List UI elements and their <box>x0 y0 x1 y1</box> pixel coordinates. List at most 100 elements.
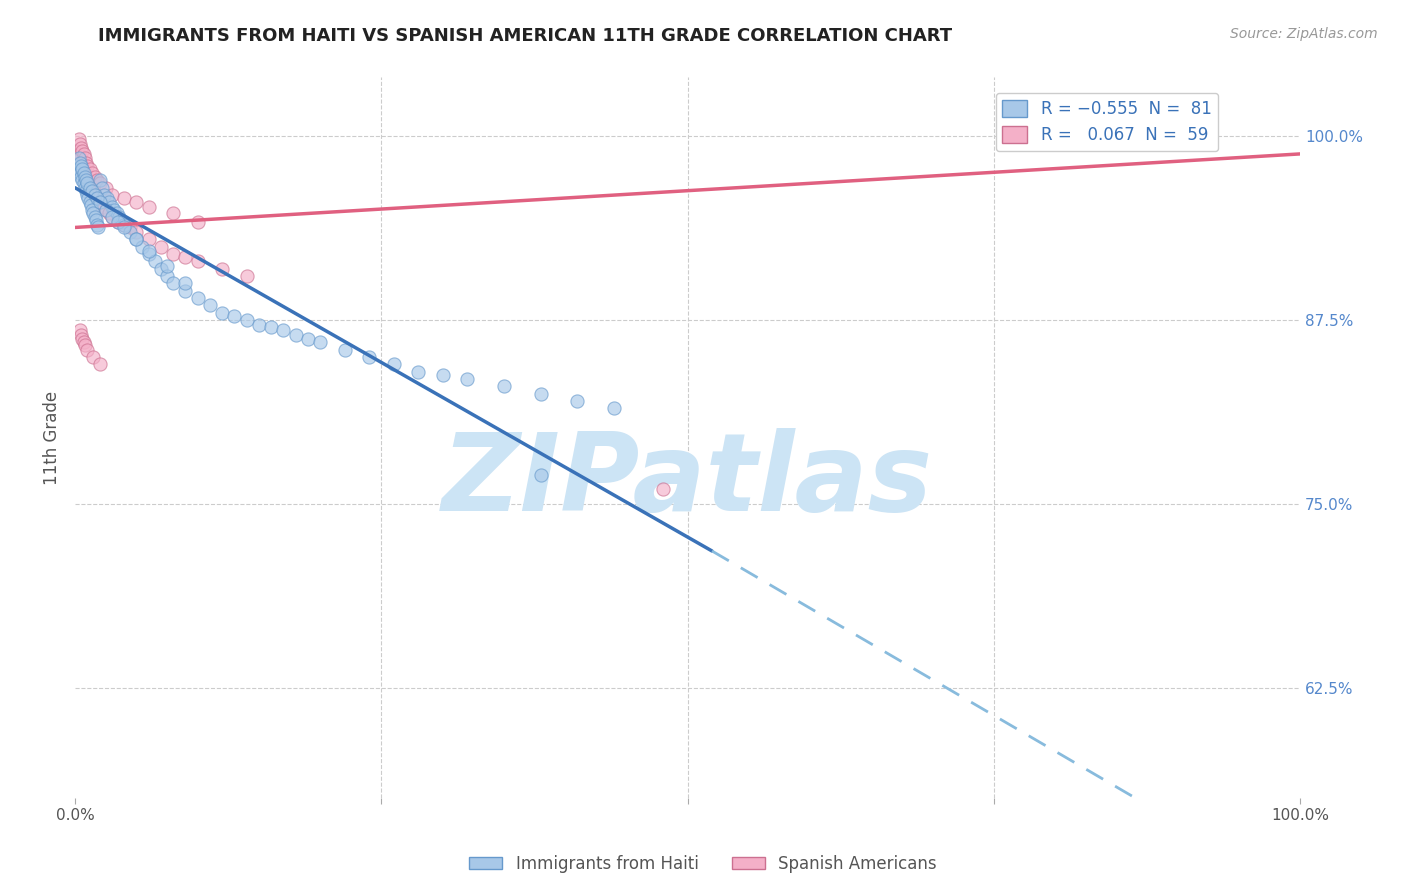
Point <box>72 144 94 158</box>
Point <box>75 184 97 198</box>
Point <box>529 386 551 401</box>
Point <box>72 332 94 346</box>
Point <box>125 232 148 246</box>
Point <box>174 284 197 298</box>
Point <box>82 350 104 364</box>
Point <box>84 213 107 227</box>
Point <box>72 159 94 173</box>
Point <box>120 220 142 235</box>
Point <box>67 147 90 161</box>
Point <box>72 173 94 187</box>
Point <box>100 188 122 202</box>
Point <box>89 177 111 191</box>
Point <box>67 132 90 146</box>
Point <box>72 161 94 176</box>
Point <box>91 200 114 214</box>
Point <box>70 170 93 185</box>
Point <box>143 254 166 268</box>
Point <box>492 379 515 393</box>
Point <box>86 191 108 205</box>
Point <box>69 136 91 151</box>
Point <box>112 220 135 235</box>
Point <box>149 239 172 253</box>
Point <box>72 177 94 191</box>
Point <box>333 343 356 357</box>
Point <box>211 306 233 320</box>
Y-axis label: 11th Grade: 11th Grade <box>44 391 60 485</box>
Point <box>70 327 93 342</box>
Point <box>69 323 91 337</box>
Point <box>73 151 96 165</box>
Point <box>93 188 115 202</box>
Point <box>76 159 98 173</box>
Point <box>186 254 208 268</box>
Point <box>94 202 117 217</box>
Point <box>224 309 246 323</box>
Point <box>131 239 153 253</box>
Point <box>73 166 96 180</box>
Point <box>186 291 208 305</box>
Point <box>382 357 405 371</box>
Legend: R = −0.555  N =  81, R =   0.067  N =  59: R = −0.555 N = 81, R = 0.067 N = 59 <box>995 93 1218 151</box>
Point <box>162 277 184 291</box>
Point <box>211 261 233 276</box>
Point <box>67 161 90 176</box>
Point <box>162 205 184 219</box>
Point <box>149 261 172 276</box>
Point <box>112 218 135 232</box>
Point <box>82 166 104 180</box>
Point <box>567 394 589 409</box>
Point <box>406 365 429 379</box>
Point <box>75 170 97 185</box>
Point <box>94 180 117 194</box>
Point <box>86 173 108 187</box>
Point <box>77 191 100 205</box>
Legend: Immigrants from Haiti, Spanish Americans: Immigrants from Haiti, Spanish Americans <box>463 848 943 880</box>
Point <box>100 200 122 214</box>
Point <box>120 225 142 239</box>
Text: IMMIGRANTS FROM HAITI VS SPANISH AMERICAN 11TH GRADE CORRELATION CHART: IMMIGRANTS FROM HAITI VS SPANISH AMERICA… <box>98 27 952 45</box>
Point <box>67 151 90 165</box>
Point <box>82 202 104 217</box>
Point <box>112 218 135 232</box>
Point <box>89 195 111 210</box>
Point <box>198 298 221 312</box>
Point <box>73 170 96 185</box>
Point <box>83 188 105 202</box>
Point <box>652 482 675 496</box>
Point <box>89 357 111 371</box>
Point <box>70 159 93 173</box>
Point <box>70 141 93 155</box>
Point <box>87 220 110 235</box>
Point <box>79 161 101 176</box>
Point <box>72 335 94 350</box>
Point <box>138 244 160 258</box>
Point <box>77 177 100 191</box>
Point <box>89 195 111 210</box>
Point <box>79 180 101 194</box>
Point <box>75 173 97 187</box>
Point <box>69 166 91 180</box>
Point <box>125 225 148 239</box>
Point <box>80 198 103 212</box>
Point <box>357 350 380 364</box>
Point <box>107 214 129 228</box>
Point <box>82 205 104 219</box>
Point <box>98 195 121 210</box>
Point <box>83 188 105 202</box>
Point <box>73 180 96 194</box>
Point <box>110 214 132 228</box>
Point <box>174 250 197 264</box>
Point <box>79 180 101 194</box>
Point <box>91 180 114 194</box>
Point <box>98 205 121 219</box>
Point <box>162 247 184 261</box>
Text: Source: ZipAtlas.com: Source: ZipAtlas.com <box>1230 27 1378 41</box>
Point <box>94 202 117 217</box>
Point <box>82 184 104 198</box>
Point <box>76 188 98 202</box>
Point <box>100 210 122 224</box>
Point <box>96 191 118 205</box>
Point <box>138 232 160 246</box>
Point <box>105 205 128 219</box>
